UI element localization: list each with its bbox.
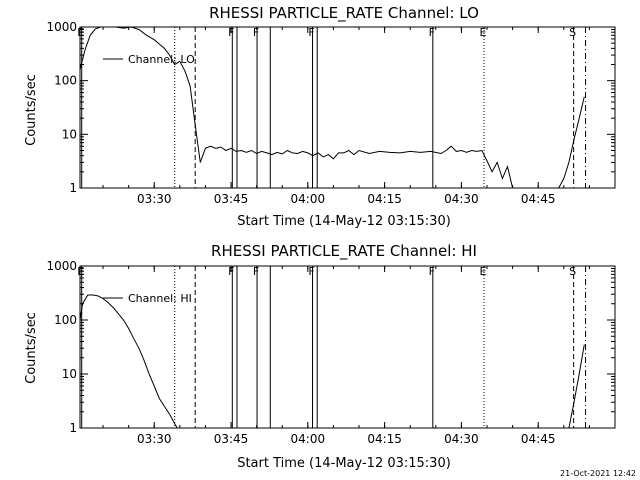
y-tick-label: 10 [62, 367, 77, 381]
event-marker-label: E [480, 26, 487, 39]
x-tick-label: 03:30 [137, 432, 172, 446]
y-tick-label: 1 [69, 181, 77, 195]
y-axis-label: Counts/sec [24, 74, 39, 146]
y-tick-label: 10 [62, 127, 77, 141]
x-tick-label: 04:45 [521, 432, 556, 446]
x-tick-label: 04:00 [291, 432, 326, 446]
x-axis-label: Start Time (14-May-12 03:15:30) [237, 214, 451, 229]
timestamp: 21-Oct-2021 12:42 [560, 469, 636, 478]
event-marker-label: F [429, 265, 435, 278]
event-marker-label: S [569, 26, 576, 39]
x-tick-label: 03:30 [137, 192, 172, 206]
x-axis-label: Start Time (14-May-12 03:15:30) [237, 456, 451, 471]
x-tick-label: 04:45 [521, 192, 556, 206]
y-tick-label: 1 [69, 421, 77, 435]
y-tick-label: 1000 [46, 20, 77, 34]
y-axis-label: Counts/sec [24, 312, 39, 384]
panel-lo: RHESSI PARTICLE_RATE Channel: LO Counts/… [24, 4, 616, 229]
y-tick-label: 100 [54, 74, 77, 88]
x-tick-label: 04:15 [367, 192, 402, 206]
event-marker-label: F [308, 265, 314, 278]
data-line [79, 26, 585, 189]
panel-hi: RHESSI PARTICLE_RATE Channel: HI Counts/… [24, 242, 616, 471]
chart-title: RHESSI PARTICLE_RATE Channel: HI [211, 242, 477, 261]
event-marker-label: F [253, 265, 259, 278]
plot-frame [79, 265, 616, 429]
event-marker-label: F [308, 26, 314, 39]
legend-label: Channel: HI [128, 292, 192, 305]
x-tick-label: 04:30 [444, 432, 479, 446]
plot-frame [79, 26, 616, 189]
y-tick-label: 100 [54, 313, 77, 327]
x-tick-label: 04:00 [291, 192, 326, 206]
event-marker-label: F [253, 26, 259, 39]
event-marker-label: S [569, 265, 576, 278]
y-tick-label: 1000 [46, 259, 77, 273]
data-line [568, 344, 585, 429]
event-marker-label: E [480, 265, 487, 278]
x-tick-label: 04:30 [444, 192, 479, 206]
legend-label: Channel: LO [128, 53, 195, 66]
x-tick-label: 04:15 [367, 432, 402, 446]
event-marker-label: F [429, 26, 435, 39]
chart-title: RHESSI PARTICLE_RATE Channel: LO [209, 4, 479, 23]
x-tick-label: 03:45 [214, 432, 249, 446]
x-tick-label: 03:45 [214, 192, 249, 206]
data-line [79, 294, 178, 429]
